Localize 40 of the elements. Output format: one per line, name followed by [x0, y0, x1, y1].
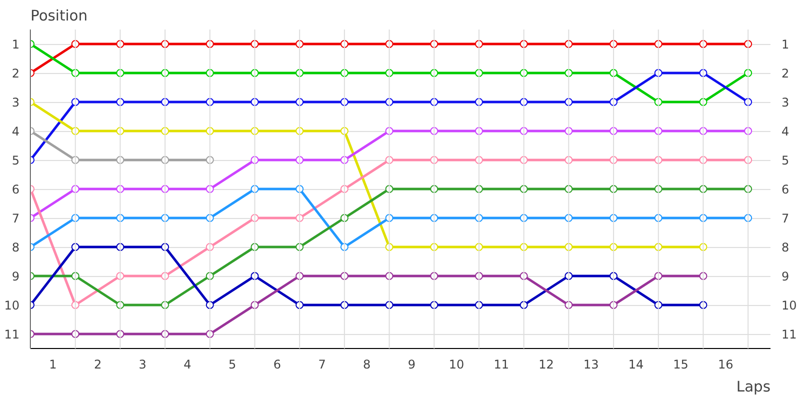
x-tick-label: 5 [228, 358, 236, 372]
x-tick-label: 2 [94, 358, 102, 372]
x-tick-label: 13 [583, 358, 599, 372]
x-tick-label: 1 [49, 358, 57, 372]
y-tick-label: 2 [12, 66, 20, 80]
y-tick-label: 3 [12, 96, 20, 110]
y-tick-label: 11 [4, 328, 20, 342]
x-tick-label: 11 [494, 358, 510, 372]
x-tick-label: 6 [273, 358, 281, 372]
y2-tick-label: 3 [782, 96, 790, 110]
x-tick-label: 9 [408, 358, 416, 372]
x-tick-label: 10 [448, 358, 464, 372]
y-tick-label: 6 [12, 182, 20, 196]
x-tick-label: 3 [138, 358, 146, 372]
y2-tick-label: 8 [782, 240, 790, 254]
y2-tick-label: 10 [782, 298, 797, 312]
y2-tick-label: 2 [782, 66, 790, 80]
x-tick-label: 8 [363, 358, 371, 372]
y2-tick-label: 9 [782, 270, 790, 284]
y-tick-label: 5 [12, 154, 20, 168]
y-tick-label: 9 [12, 270, 20, 284]
y-tick-label: 8 [12, 240, 20, 254]
x-tick-label: 15 [673, 358, 688, 372]
x-tick-label: 4 [184, 358, 192, 372]
x-tick-label: 7 [318, 358, 326, 372]
y2-tick-label: 1 [782, 38, 790, 52]
y2-tick-label: 5 [782, 154, 790, 168]
x-axis-title: Laps [736, 378, 771, 396]
y-tick-label: 7 [12, 212, 20, 226]
x-tick-label: 14 [628, 358, 644, 372]
y-tick-label: 10 [4, 298, 20, 312]
x-tick-label: 16 [718, 358, 734, 372]
y2-tick-label: 4 [782, 124, 790, 138]
y-tick-label: 1 [12, 38, 20, 52]
y2-tick-label: 7 [782, 212, 790, 226]
x-tick-label: 12 [538, 358, 554, 372]
y-tick-label: 4 [12, 124, 20, 138]
y-axis-title: Position [30, 8, 88, 24]
y2-tick-label: 6 [782, 182, 790, 196]
y2-tick-label: 11 [782, 328, 797, 342]
